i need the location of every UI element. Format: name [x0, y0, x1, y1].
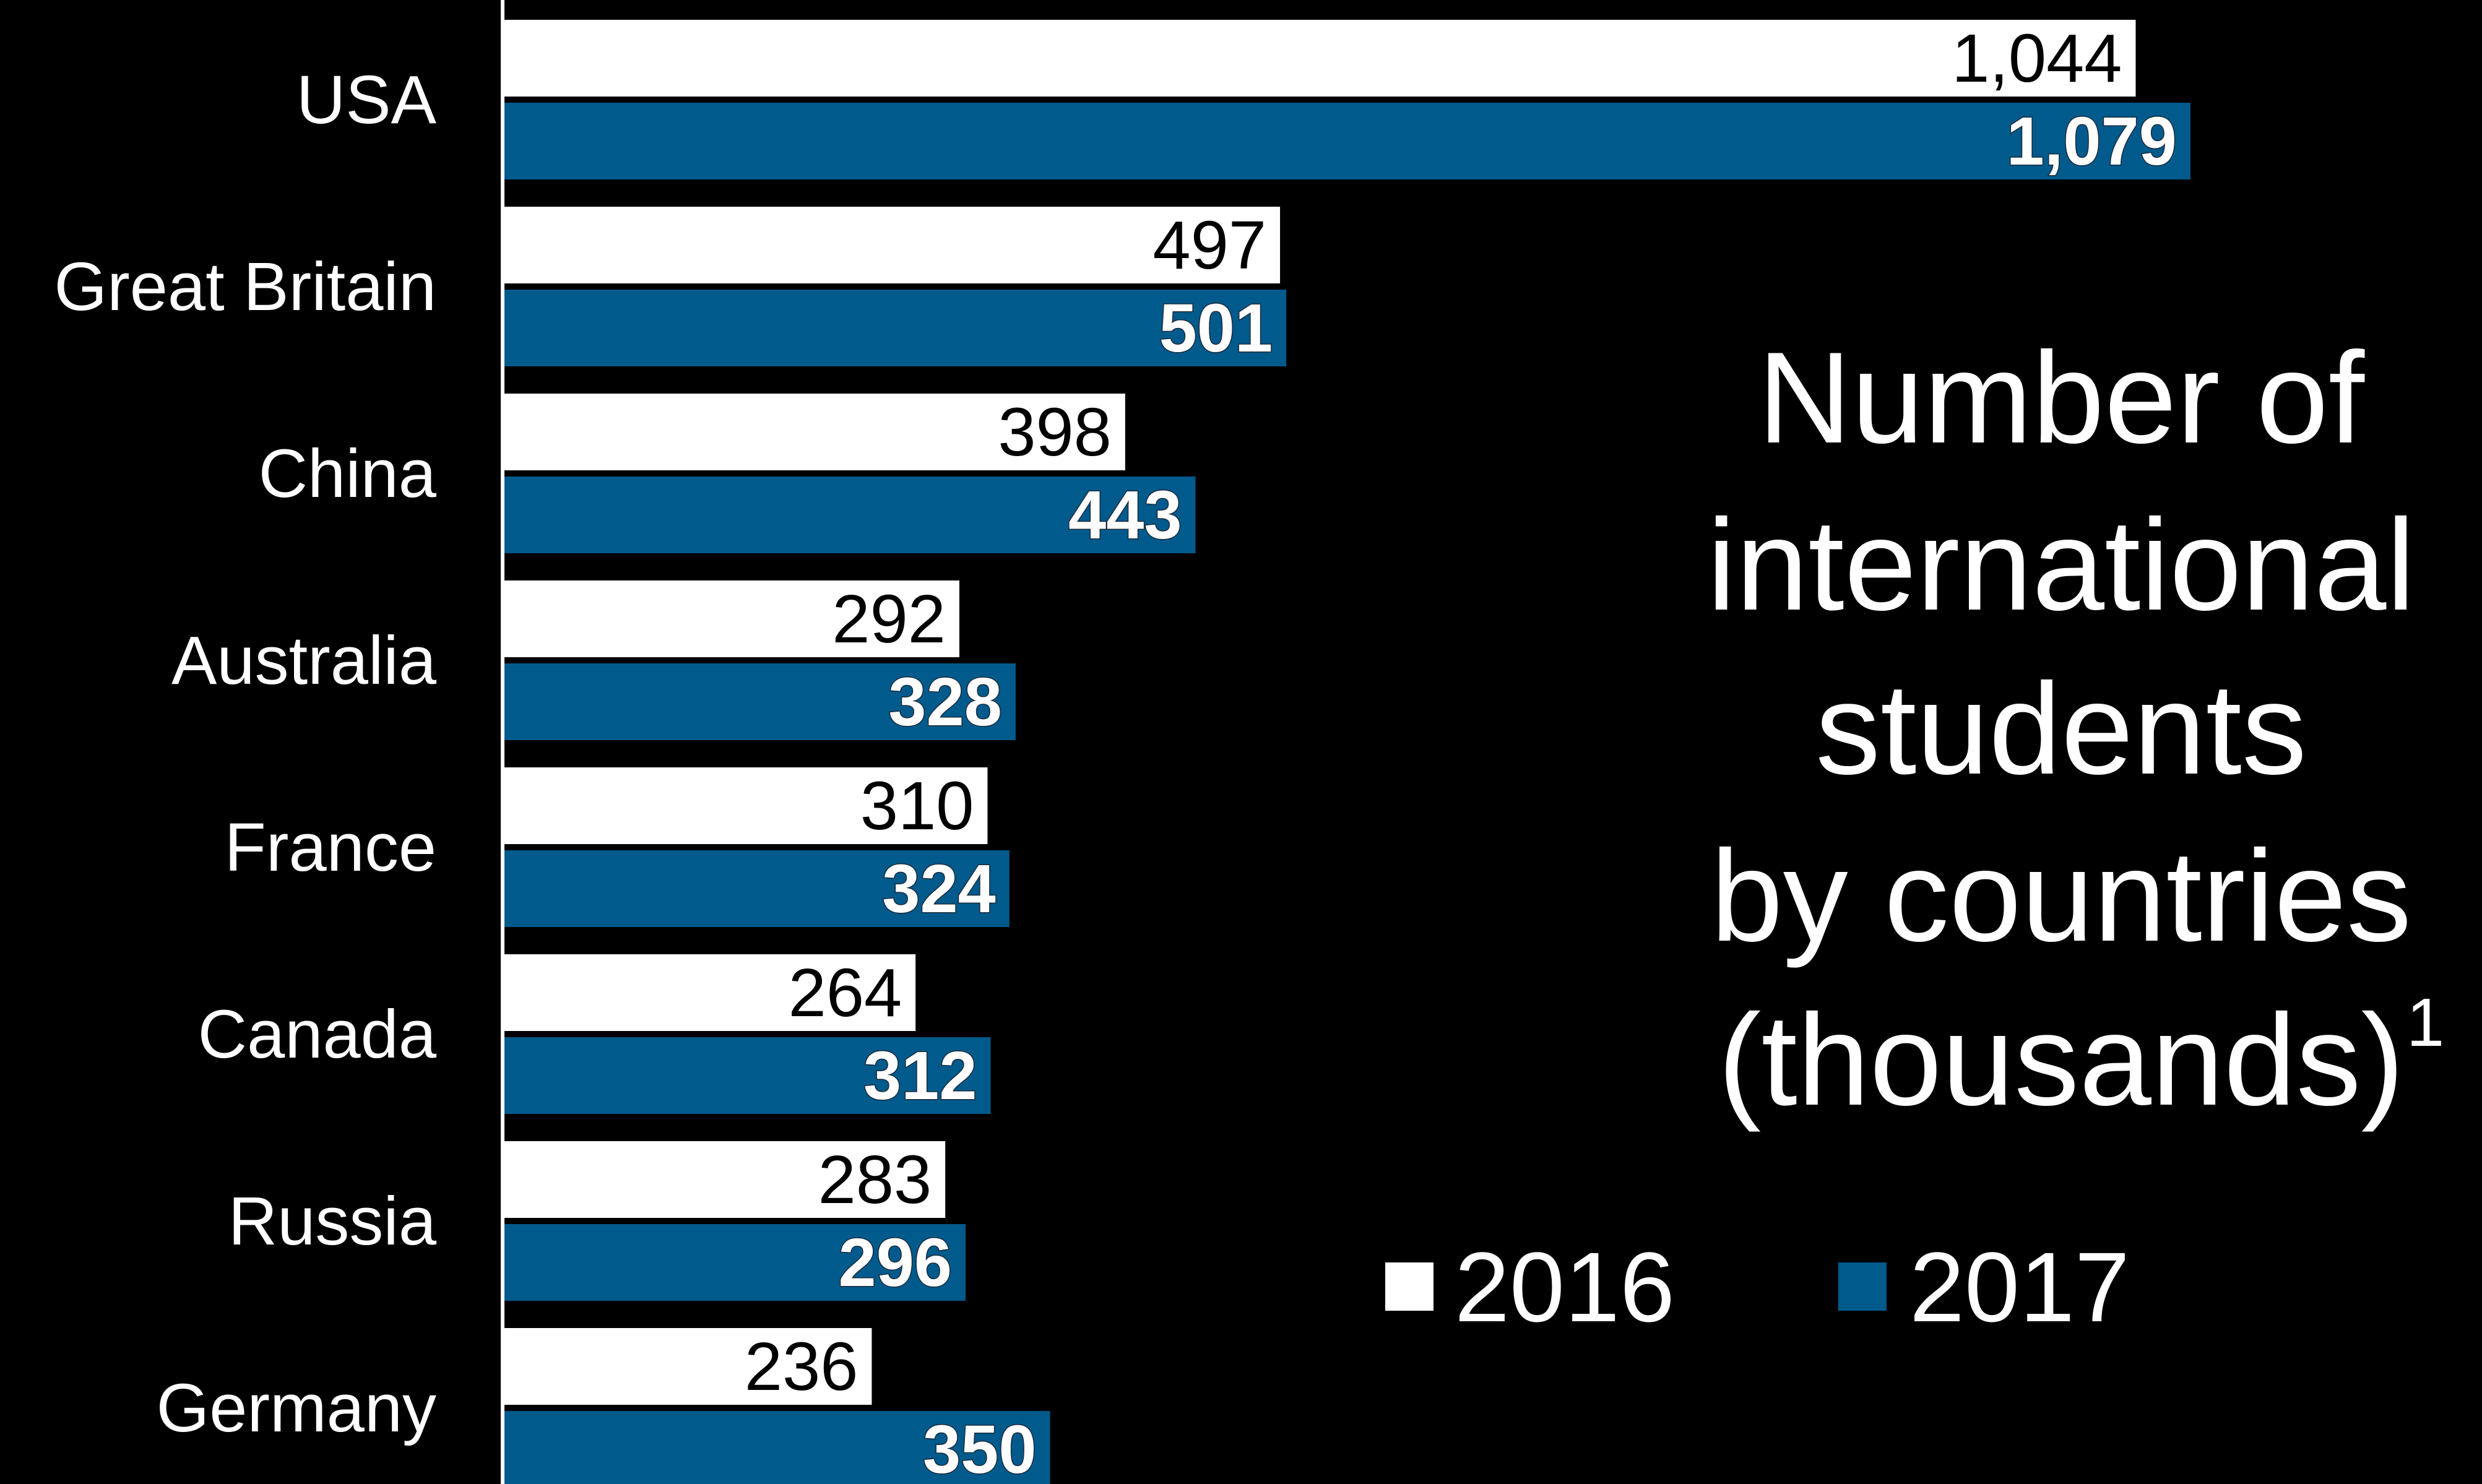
data-label-2017-usa: 1,079	[2007, 103, 2177, 179]
bar-2017-germany	[503, 1411, 1050, 1484]
bar-2016-canada	[503, 954, 916, 1031]
data-label-2016-canada: 264	[789, 955, 902, 1031]
bar-2016-usa	[503, 20, 2136, 97]
bar-2016-australia	[503, 580, 959, 657]
data-label-2017-germany: 350	[923, 1412, 1037, 1484]
category-label-germany: Germany	[157, 1370, 436, 1446]
category-label-great-britain: Great Britain	[54, 249, 436, 325]
data-label-2017-canada: 312	[863, 1038, 977, 1114]
chart-title-line-4: by countries	[1711, 823, 2411, 968]
data-label-2016-china: 398	[998, 394, 1112, 470]
data-label-2016-australia: 292	[832, 581, 946, 657]
bar-2017-china	[503, 477, 1196, 553]
bar-2017-great-britain	[503, 290, 1287, 366]
category-label-canada: Canada	[198, 996, 437, 1072]
category-label-france: France	[225, 809, 436, 886]
data-label-2016-france: 310	[860, 768, 974, 844]
bar-2017-australia	[503, 663, 1016, 740]
bar-2016-france	[503, 767, 988, 844]
legend-swatch-2017	[1838, 1262, 1887, 1311]
data-label-2016-great-britain: 497	[1153, 207, 1267, 283]
bar-2017-russia	[503, 1224, 966, 1301]
chart-title: Number of international students by countri…	[1707, 325, 2444, 1132]
data-label-2016-russia: 283	[818, 1142, 932, 1218]
bar-2016-china	[503, 394, 1125, 470]
chart-title-line-1: Number of	[1758, 325, 2365, 470]
data-label-2017-great-britain: 501	[1159, 290, 1273, 366]
bars-layer	[503, 20, 2190, 1484]
data-label-2017-russia: 296	[839, 1225, 953, 1301]
bar-2016-russia	[503, 1141, 946, 1218]
chart-title-line-2: international	[1707, 492, 2415, 637]
chart-title-footnote-marker: 1	[2406, 985, 2444, 1061]
data-label-2017-australia: 328	[888, 664, 1002, 740]
bar-2017-canada	[503, 1037, 991, 1114]
legend-label-2017: 2017	[1909, 1232, 2130, 1342]
legend-label-2016: 2016	[1455, 1232, 1675, 1342]
bar-2016-great-britain	[503, 207, 1281, 283]
category-label-russia: Russia	[228, 1183, 437, 1259]
category-label-china: China	[259, 436, 437, 512]
data-label-2017-france: 324	[882, 851, 996, 927]
chart-title-line-5: (thousands)	[1718, 987, 2405, 1132]
legend-swatch-2016	[1385, 1262, 1433, 1311]
legend: 2016 2017	[1385, 1232, 2130, 1342]
category-label-usa: USA	[296, 62, 437, 138]
data-label-2016-germany: 236	[745, 1329, 858, 1405]
data-label-2016-usa: 1,044	[1952, 20, 2122, 97]
bar-2017-usa	[503, 103, 2190, 179]
data-label-2017-china: 443	[1068, 477, 1182, 553]
bar-2017-france	[503, 850, 1010, 927]
bar-2016-germany	[503, 1328, 872, 1405]
chart-title-line-3: students	[1815, 656, 2307, 801]
category-label-australia: Australia	[171, 623, 437, 699]
